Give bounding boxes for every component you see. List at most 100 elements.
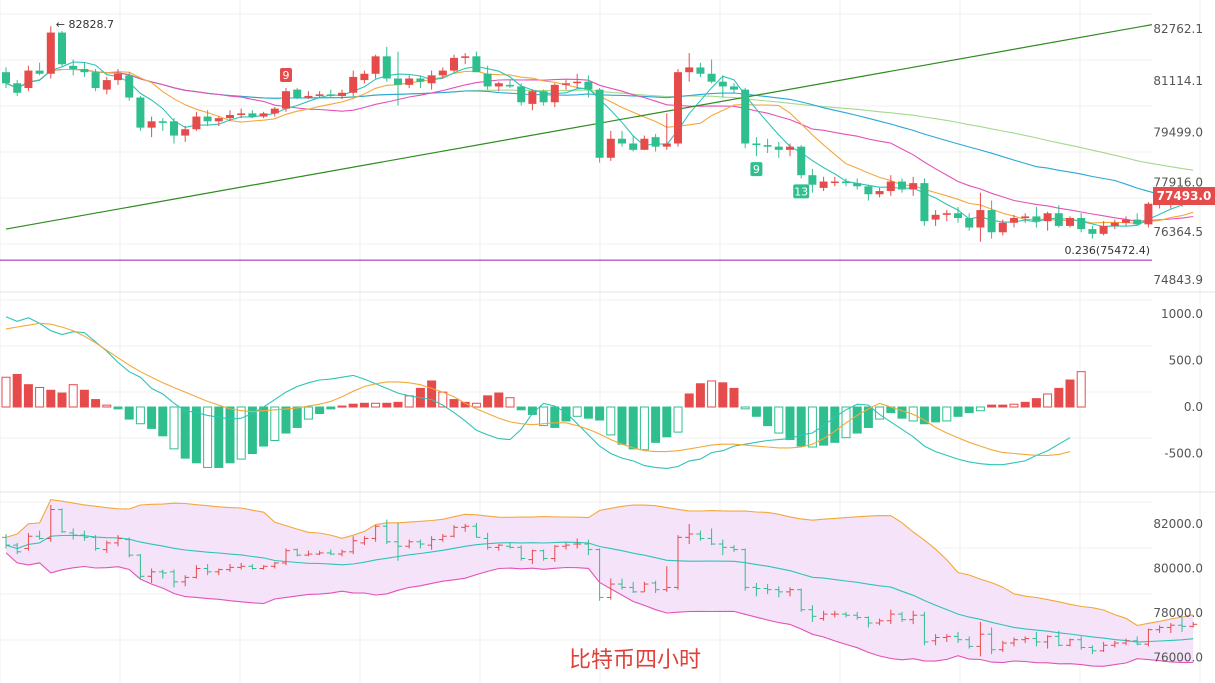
candle-body <box>942 213 951 215</box>
candle-body <box>147 121 156 128</box>
candle-body <box>1122 219 1130 223</box>
macd-bar <box>259 406 269 447</box>
macd-bar <box>214 406 224 468</box>
macd-bar <box>796 406 806 447</box>
macd-bar <box>449 399 459 408</box>
candle-body <box>1066 217 1074 226</box>
candle-body <box>371 56 380 74</box>
macd-bar <box>830 406 840 443</box>
bollinger-middle-line <box>5 534 1194 643</box>
macd-bar <box>740 406 750 410</box>
candle-body <box>203 116 212 122</box>
macd-bar <box>673 406 683 433</box>
candle-body <box>1032 216 1041 222</box>
candle-body <box>214 118 223 122</box>
candle-body <box>472 56 481 73</box>
macd-bar <box>12 373 22 408</box>
macd-dif-line <box>5 316 1071 469</box>
price-axis-tick-label: 77916.0 <box>1153 176 1203 190</box>
macd-bar <box>606 406 616 436</box>
candle-body <box>976 210 985 228</box>
candle-body <box>886 181 895 192</box>
candle-body <box>259 113 268 117</box>
candle-body <box>1133 219 1142 225</box>
bollinger-panel <box>2 498 1198 667</box>
macd-bar <box>494 392 504 408</box>
macd-bar <box>550 406 560 428</box>
price-axis-tick-label: 74843.9 <box>1153 273 1203 287</box>
current-price-tag: 77493.0 <box>1153 187 1215 206</box>
macd-axis-tick-label: -500.0 <box>1164 447 1203 461</box>
candle-body <box>662 143 671 147</box>
candle-body <box>282 91 290 109</box>
macd-bar <box>46 389 56 408</box>
candle-body <box>606 138 615 158</box>
candle-body <box>786 146 794 150</box>
candle-body <box>898 181 906 190</box>
macd-bar <box>919 406 929 425</box>
macd-bar <box>191 406 201 464</box>
macd-bar <box>695 383 705 408</box>
candle-body <box>427 75 436 84</box>
macd-bar <box>113 406 123 410</box>
candle-body <box>293 89 302 98</box>
candle-body <box>461 56 470 58</box>
candle-body <box>965 217 974 228</box>
candle-body <box>685 67 694 73</box>
candle-body <box>192 116 201 130</box>
candle-body <box>483 73 492 87</box>
macd-panel <box>1 316 1086 469</box>
candle-body <box>1054 213 1063 226</box>
macd-bar <box>348 403 358 408</box>
candle-body <box>226 114 234 119</box>
macd-bar <box>639 406 649 451</box>
price-panel: 0.236(75472.4) ← 82828.7 9 9 13 <box>0 18 1198 261</box>
candle-body <box>853 183 862 187</box>
price-axis-tick-label: 81114.1 <box>1153 74 1203 88</box>
candle-body <box>864 186 873 195</box>
candle-body <box>595 89 604 158</box>
macd-bar <box>807 406 817 448</box>
macd-bar <box>68 384 78 408</box>
macd-bar <box>1009 403 1019 408</box>
candle-body <box>24 70 33 89</box>
macd-bar <box>539 406 549 427</box>
macd-bar <box>953 406 963 417</box>
signal-badge <box>280 68 292 83</box>
candle-body <box>741 89 750 144</box>
macd-bar <box>57 392 67 408</box>
bollinger-band-fill <box>6 499 1194 667</box>
candle-body <box>1043 213 1052 222</box>
bollinger-axis-tick-label: 82000.0 <box>1153 517 1203 531</box>
macd-axis-tick-label: 0.0 <box>1184 400 1203 414</box>
candle-body <box>752 143 761 146</box>
candle-body <box>360 73 369 81</box>
macd-bar <box>180 406 190 459</box>
candle-body <box>304 95 313 98</box>
macd-bar <box>964 406 974 414</box>
macd-bar <box>225 406 235 464</box>
macd-bar <box>729 387 739 408</box>
candle-body <box>91 72 100 89</box>
macd-bar <box>460 401 470 408</box>
candle-body <box>315 94 324 96</box>
macd-bar <box>595 406 605 421</box>
candle-body <box>270 108 279 114</box>
macd-bar <box>763 406 773 427</box>
candle-body <box>237 113 246 115</box>
macd-bar <box>516 406 526 411</box>
candle-body <box>954 213 962 218</box>
candle-body <box>1088 229 1097 234</box>
candle-body <box>158 121 167 123</box>
candle-body <box>46 32 55 74</box>
candle-body <box>640 138 649 150</box>
candle-body <box>35 70 44 74</box>
candle-body <box>181 129 190 136</box>
candle-body <box>13 83 22 93</box>
candle-body <box>326 94 335 96</box>
macd-bar <box>617 406 627 445</box>
candle-body <box>808 175 817 185</box>
high-price-marker: ← 82828.7 <box>56 18 114 31</box>
macd-bar <box>158 406 168 437</box>
